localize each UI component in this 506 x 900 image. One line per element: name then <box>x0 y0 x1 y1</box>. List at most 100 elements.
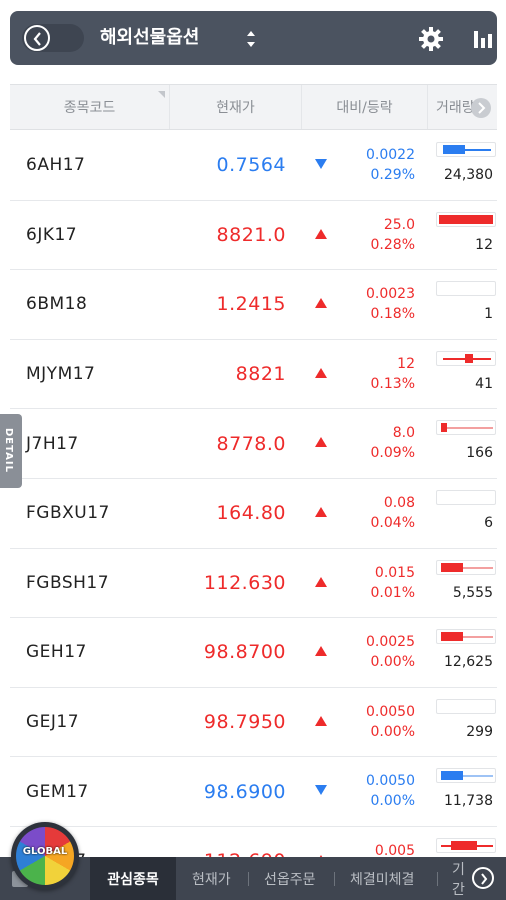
change-block: 0.005 <box>375 841 415 861</box>
current-price: 8821 <box>235 363 286 386</box>
change-block: 0.0050 0.00% <box>366 771 415 811</box>
volume-range-block <box>441 423 447 433</box>
tab-current-price[interactable]: 현재가 <box>192 871 231 888</box>
detail-tab[interactable]: DETAIL <box>0 414 22 488</box>
watchlist: 6AH17 0.7564 0.0022 0.29% 24,380 6JK17 8821.0 2… <box>10 131 497 897</box>
column-code-label: 종목코드 <box>63 100 116 116</box>
change-rate: 0.09% <box>370 445 415 462</box>
column-price-label: 현재가 <box>216 100 255 116</box>
sort-indicator-icon <box>158 91 165 98</box>
arrow-down-icon <box>315 159 327 169</box>
table-row[interactable]: 6AH17 0.7564 0.0022 0.29% 24,380 <box>10 131 497 201</box>
tab-order[interactable]: 선옵주문 <box>264 871 316 888</box>
change-value: 0.015 <box>374 564 415 581</box>
table-row[interactable]: GEJ17 98.7950 0.0050 0.00% 299 <box>10 688 497 758</box>
arrow-up-icon <box>315 576 327 587</box>
symbol-code: J7H17 <box>26 433 79 454</box>
tab-period[interactable]: 기간 <box>452 861 465 898</box>
symbol-code: GEH17 <box>26 642 87 663</box>
table-row[interactable]: GEM17 98.6900 0.0050 0.00% 11,738 <box>10 757 497 827</box>
bar-chart-icon[interactable] <box>472 28 494 50</box>
volume-value: 12,625 <box>444 654 493 671</box>
global-button[interactable]: GLOBAL <box>11 822 79 890</box>
change-value: 0.005 <box>374 842 415 859</box>
price-range-bar <box>436 142 496 157</box>
price-range-bar <box>436 768 496 784</box>
arrow-up-icon <box>315 228 327 239</box>
volume-value: 6 <box>484 514 493 531</box>
table-row[interactable]: MJYM17 8821 12 0.13% 41 <box>10 340 497 410</box>
volume-range-line <box>441 775 493 778</box>
tab-executions[interactable]: 체결미체결 <box>350 871 415 888</box>
arrow-up-icon <box>315 646 327 657</box>
change-rate: 0.00% <box>370 793 415 810</box>
current-price: 98.6900 <box>203 780 286 803</box>
symbol-code: 6JK17 <box>26 224 78 245</box>
symbol-code: FGBXU17 <box>26 503 110 524</box>
column-change[interactable]: 대비/등락 <box>302 85 428 129</box>
volume-range-line <box>441 566 493 569</box>
table-row[interactable]: FGBXU17 164.80 0.08 0.04% 6 <box>10 479 497 549</box>
page-title[interactable]: 해외선물옵션 <box>100 27 200 48</box>
scroll-right-icon[interactable] <box>471 98 491 118</box>
volume-value: 24,380 <box>444 167 493 183</box>
table-row[interactable]: 6JK17 8821.0 25.0 0.28% 12 <box>10 201 497 271</box>
chevron-left-icon <box>24 25 50 51</box>
column-code[interactable]: 종목코드 <box>10 85 170 129</box>
updown-arrows-icon[interactable] <box>245 27 257 51</box>
gear-icon[interactable] <box>417 25 445 53</box>
volume-value: 299 <box>466 723 493 740</box>
change-value: 0.0050 <box>366 773 415 790</box>
nav-divider <box>437 872 438 886</box>
arrow-up-icon <box>315 715 327 726</box>
price-range-bar <box>436 350 496 366</box>
symbol-code: GEM17 <box>26 781 89 802</box>
arrow-up-icon <box>315 298 327 309</box>
change-value: 8.0 <box>392 425 415 442</box>
price-range-bar <box>436 698 496 714</box>
change-block: 25.0 0.28% <box>371 215 415 255</box>
volume-range-block <box>441 771 463 781</box>
column-volume[interactable]: 거래량 <box>428 85 497 129</box>
arrow-up-icon <box>315 367 327 378</box>
chevron-right-icon[interactable] <box>472 867 494 889</box>
change-block: 0.0050 0.00% <box>366 702 415 742</box>
current-price: 1.2415 <box>216 293 286 316</box>
change-rate: 0.00% <box>370 654 415 671</box>
column-header: 종목코드 현재가 대비/등락 거래량 <box>10 84 497 130</box>
volume-range-block <box>443 145 465 154</box>
table-row[interactable]: 6BM18 1.2415 0.0023 0.18% 1 <box>10 270 497 340</box>
back-button[interactable] <box>22 24 84 52</box>
volume-range-block <box>451 840 477 850</box>
symbol-code: 6BM18 <box>26 294 88 315</box>
arrow-up-icon <box>315 437 327 448</box>
detail-tab-label: DETAIL <box>3 428 14 474</box>
column-price[interactable]: 현재가 <box>170 85 302 129</box>
volume-range-line <box>441 636 493 639</box>
volume-value: 11,738 <box>444 793 493 810</box>
current-price: 8778.0 <box>216 432 286 455</box>
change-block: 12 0.13% <box>371 354 415 394</box>
current-price: 98.8700 <box>203 641 286 664</box>
symbol-code: FGBSH17 <box>26 572 110 593</box>
current-price: 0.7564 <box>216 154 286 177</box>
volume-range-block <box>441 632 463 642</box>
change-block: 0.0022 0.29% <box>366 145 415 185</box>
table-row[interactable]: GEH17 98.8700 0.0025 0.00% 12,625 <box>10 618 497 688</box>
change-block: 0.08 0.04% <box>371 493 415 533</box>
global-button-label: GLOBAL <box>22 846 68 857</box>
change-rate: 0.29% <box>370 167 415 183</box>
tab-watchlist[interactable]: 관심종목 <box>90 857 176 900</box>
price-range-bar <box>436 837 496 853</box>
volume-range-block <box>439 214 493 224</box>
table-row[interactable]: J7H17 8778.0 8.0 0.09% 166 <box>10 409 497 479</box>
volume-value: 166 <box>466 445 493 462</box>
volume-value: 5,555 <box>452 584 493 601</box>
change-value: 0.0022 <box>366 147 415 163</box>
change-value: 0.0025 <box>366 634 415 651</box>
top-header: 해외선물옵션 <box>10 11 497 65</box>
change-block: 0.0025 0.00% <box>366 632 415 672</box>
table-row[interactable]: FGBSH17 112.630 0.015 0.01% 5,555 <box>10 549 497 619</box>
volume-range-line <box>443 149 491 151</box>
symbol-code: MJYM17 <box>26 364 96 385</box>
